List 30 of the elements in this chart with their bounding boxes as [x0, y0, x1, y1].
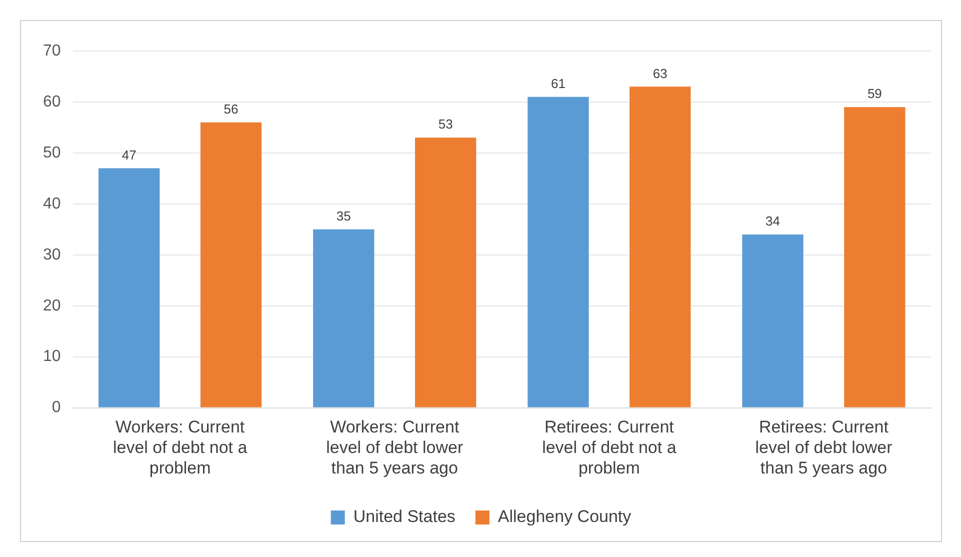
x-tick-label: Retirees: Current level of debt not a problem — [542, 418, 677, 478]
data-label: 56 — [224, 101, 238, 116]
bar — [415, 138, 476, 408]
data-label: 34 — [766, 214, 780, 229]
bar — [844, 107, 906, 408]
y-tick-label: 40 — [43, 195, 61, 212]
data-label: 53 — [438, 116, 453, 132]
legend-label: United States — [353, 507, 456, 526]
bar — [200, 122, 262, 408]
x-tick-label: Retirees: Current level of debt lower than 5 years ago — [755, 418, 893, 478]
bar — [98, 168, 160, 408]
data-label: 47 — [122, 147, 136, 162]
bar — [528, 96, 589, 408]
data-label: 63 — [652, 66, 668, 81]
bar — [313, 229, 374, 408]
data-label: 61 — [550, 76, 566, 91]
y-tick-label: 60 — [43, 93, 61, 110]
data-label: 59 — [867, 86, 882, 102]
y-tick-label: 50 — [43, 144, 61, 162]
x-tick-label: Workers: Current level of debt not a problem — [112, 418, 248, 478]
x-tick-label: Workers: Current level of debt lower than 5 years ago — [326, 418, 464, 478]
bar — [630, 86, 691, 408]
bar — [742, 234, 804, 408]
y-tick-label: 70 — [43, 42, 61, 60]
y-tick-label: 0 — [52, 399, 61, 416]
data-label: 35 — [336, 208, 351, 224]
y-tick-label: 10 — [43, 348, 61, 366]
y-tick-label: 30 — [43, 246, 61, 264]
y-tick-label: 20 — [43, 297, 61, 314]
legend-label: Allegheny County — [498, 507, 632, 526]
